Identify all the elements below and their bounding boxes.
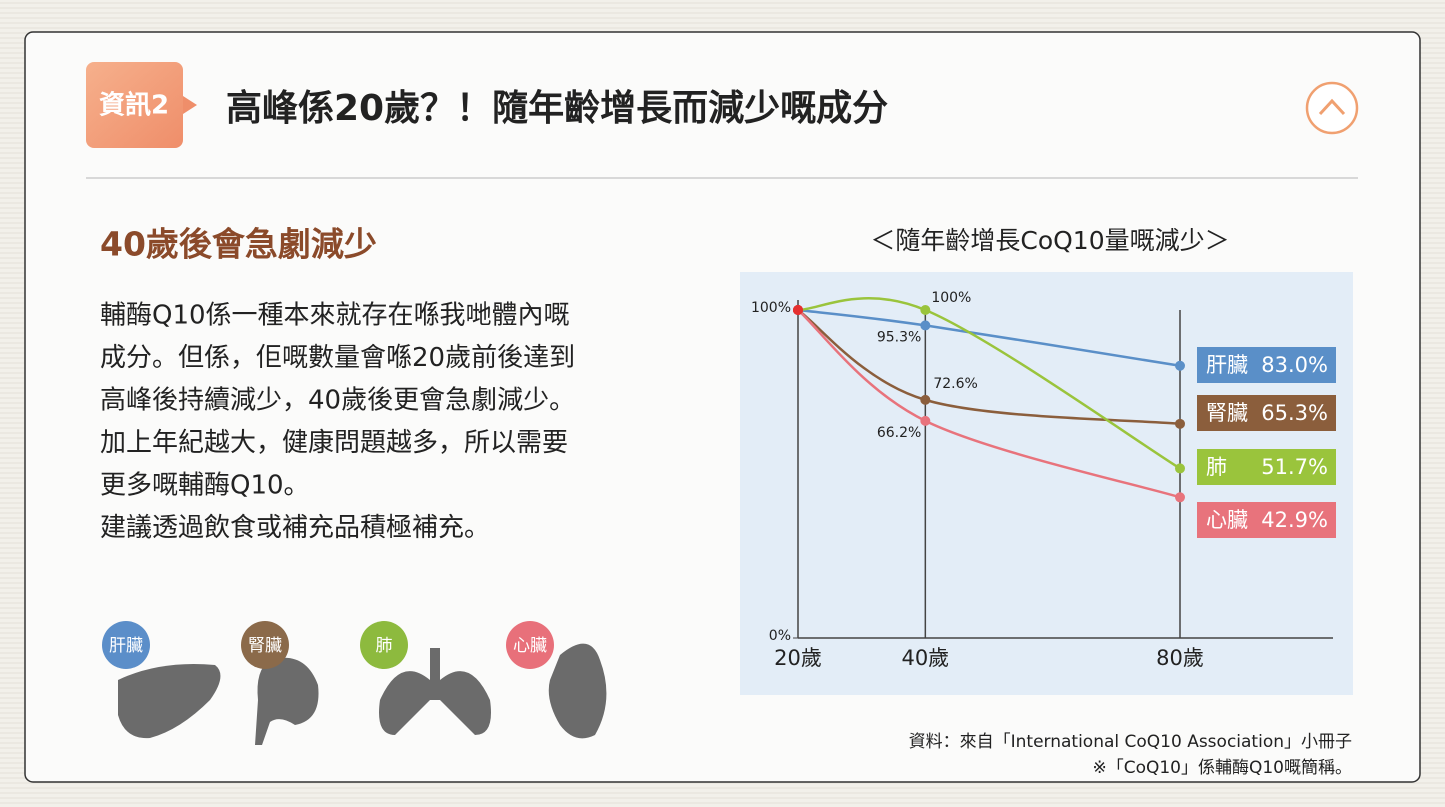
value-label: 100% [931,290,971,306]
x-tick-label: 80歲 [1156,646,1204,670]
organ-badge [360,621,408,669]
series-line [797,308,1181,426]
organ-badge [241,621,289,669]
data-point [920,415,931,426]
organ-label: 肺 [376,636,393,656]
badge-arrow [183,96,197,114]
y-tick-label: 0% [769,628,791,644]
legend-label: 心臟 [1206,508,1248,532]
value-label: 65.3% [1261,401,1328,425]
organ-label: 腎臟 [248,636,282,656]
data-point [793,305,803,315]
value-label: 51.7% [1261,455,1328,479]
footnote: ※「CoQ10」係輔酶Q10嘅簡稱。 [1092,758,1352,778]
series-line [797,309,1181,499]
value-label: 83.0% [1261,353,1328,377]
organ-label: 心臟 [513,636,547,656]
collapse-button[interactable] [1305,81,1359,135]
source: 資料：來自「International CoQ10 Association」小冊… [909,732,1352,752]
paragraph-line: 更多嘅輔酶Q10。 [100,471,310,501]
section-heading: 40歲後會急劇減少 [100,225,377,264]
legend-label: 腎臟 [1206,401,1248,425]
series-line [797,297,1181,470]
y-tick-label: 100% [751,300,791,316]
organ-icon [118,664,221,739]
data-point [1175,463,1185,474]
end-label-box [1197,347,1336,383]
legend-label: 肝臟 [1206,353,1248,377]
organ-icon [548,643,607,739]
collapse-icon[interactable] [1318,98,1346,116]
series-line [797,308,1181,367]
paragraph-line: 加上年紀越大，健康問題越多，所以需要 [100,428,568,458]
organ-icon [255,657,319,745]
data-point [920,394,931,405]
badge-text: 資訊2 [99,90,169,121]
badge [86,62,183,148]
data-point [1175,492,1185,503]
title: 高峰係20歲？！隨年齡增長而減少嘅成分 [226,88,888,129]
paragraph-line: 高峰後持續減少，40歲後更會急劇減少。 [100,386,575,416]
organ-badge [102,621,150,669]
chart-title: ＜隨年齡增長CoQ10量嘅減少＞ [870,226,1229,255]
organ-icon [379,648,491,735]
organ-label: 肝臟 [109,636,143,656]
value-label: 72.6% [933,376,977,392]
x-tick-label: 40歲 [901,646,949,670]
end-label-box [1197,502,1336,538]
data-point [920,305,931,315]
paragraph-line: 輔酶Q10係一種本來就存在喺我哋體內嘅 [100,301,570,331]
legend-label: 肺 [1206,455,1227,479]
data-point [1175,360,1185,371]
paragraph-line: 建議透過飲食或補充品積極補充。 [100,513,490,543]
data-point [1175,418,1185,429]
x-tick-label: 20歲 [774,646,822,670]
value-label: 66.2% [877,425,921,441]
organ-badge [506,621,554,669]
value-label: 95.3% [877,329,921,345]
end-label-box [1197,449,1336,485]
data-point [920,320,931,331]
collapse-circle[interactable] [1305,81,1359,135]
paragraph-line: 成分。但係，佢嘅數量會喺20歲前後達到 [100,343,575,373]
value-label: 42.9% [1261,508,1328,532]
end-label-box [1197,395,1336,431]
